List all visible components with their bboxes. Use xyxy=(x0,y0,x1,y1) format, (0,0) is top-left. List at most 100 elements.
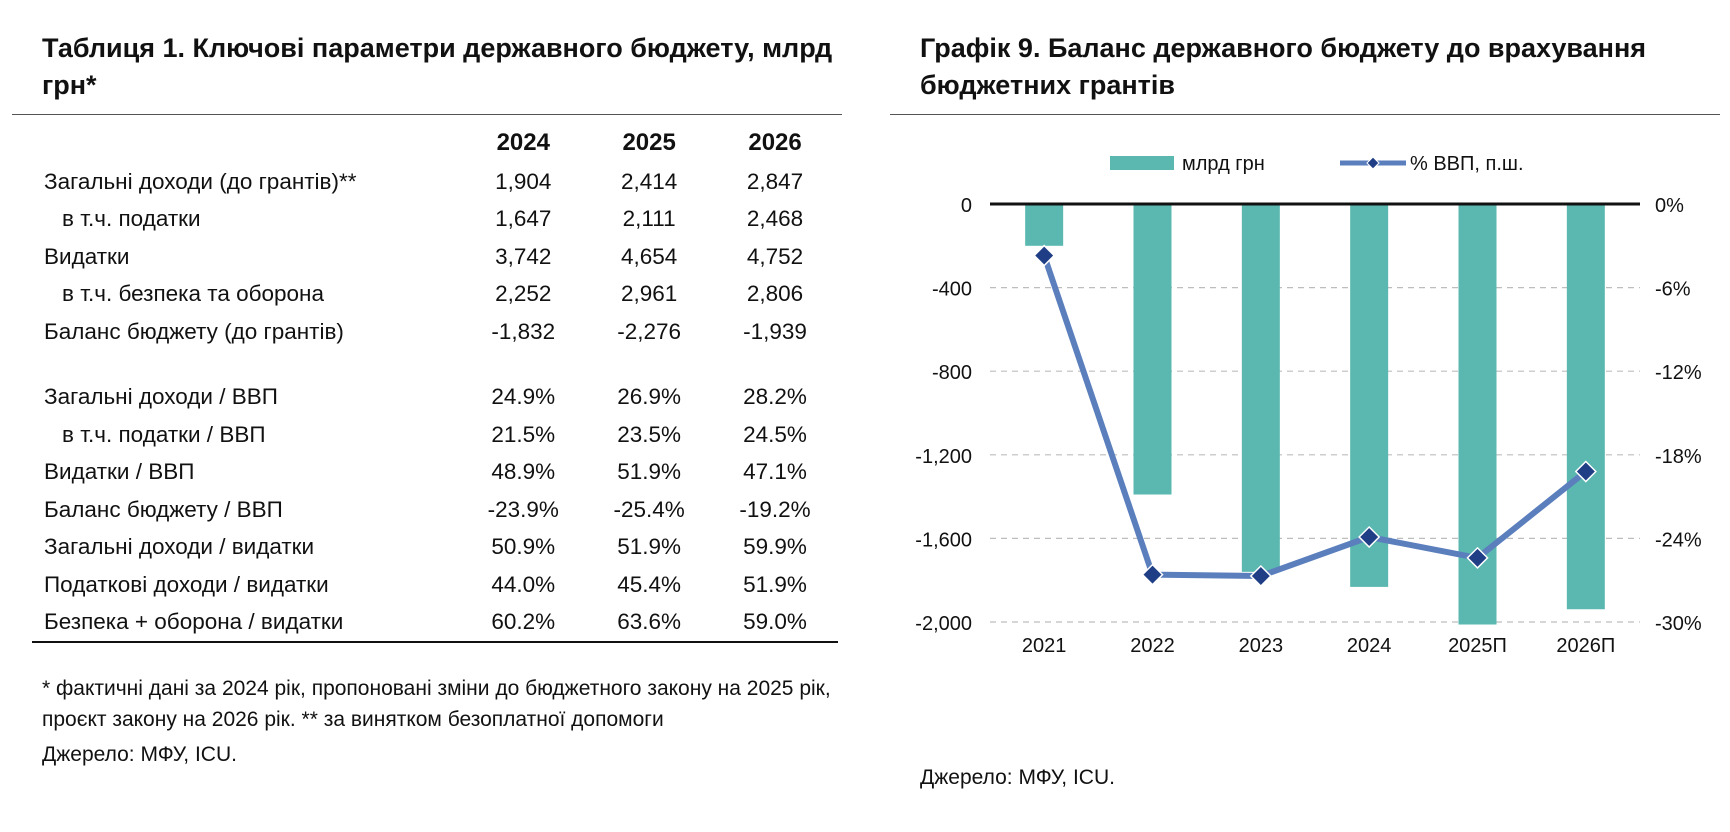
cell-value: 59.9% xyxy=(743,534,807,560)
left-axis-tick-label: -1,600 xyxy=(915,529,972,551)
cell-value: -1,939 xyxy=(743,318,807,344)
column-header: 2026 xyxy=(748,129,802,156)
cell-value: 2,847 xyxy=(746,168,804,194)
table-row: Баланс бюджету / ВВП -23.9% -25.4% -19.2… xyxy=(32,491,838,529)
cell-value: 2,111 xyxy=(622,206,676,232)
cell-value: 1,647 xyxy=(495,206,552,232)
cell-value: -25.4% xyxy=(613,496,685,522)
column-header: 2025 xyxy=(622,129,676,156)
table-row: в т.ч. податки 1,647 2,111 2,468 xyxy=(32,201,838,239)
row-label: Видатки xyxy=(44,243,130,269)
cell-value: 2,806 xyxy=(746,281,804,307)
cell-value: 28.2% xyxy=(743,384,807,410)
table-row: Безпека + оборона / видатки 60.2% 63.6% … xyxy=(32,603,838,643)
cell-value: 60.2% xyxy=(460,603,587,643)
left-axis-tick-label: -400 xyxy=(932,279,972,301)
budget-table-section: Таблиця 1. Ключові параметри державного … xyxy=(12,30,842,767)
table-header-row: 2024 2025 2026 xyxy=(32,125,838,163)
chart-title-divider xyxy=(890,114,1720,115)
cell-value: 51.9% xyxy=(617,534,682,560)
right-axis-tick-label: -6% xyxy=(1655,279,1691,301)
table-row: Податкові доходи / видатки 44.0% 45.4% 5… xyxy=(32,566,838,604)
line-marker xyxy=(1466,546,1489,569)
row-label: Безпека + оборона / видатки xyxy=(32,603,461,643)
table-title: Таблиця 1. Ключові параметри державного … xyxy=(42,33,833,100)
table-row: в т.ч. податки / ВВП 21.5% 23.5% 24.5% xyxy=(32,416,838,454)
bar xyxy=(1458,204,1497,625)
x-axis-tick-label: 2026П xyxy=(1556,635,1615,657)
line-marker xyxy=(1358,525,1381,549)
chart-source: Джерело: МФУ, ICU. xyxy=(920,766,1115,789)
x-axis-tick-label: 2023 xyxy=(1239,635,1284,657)
cell-value: 45.4% xyxy=(617,571,682,597)
table-row: Загальні доходи (до грантів)** 1,904 2,4… xyxy=(32,163,838,201)
cell-value: 24.9% xyxy=(491,384,556,410)
cell-value: 1,904 xyxy=(495,168,552,194)
bar xyxy=(1566,204,1605,610)
legend-bar-swatch xyxy=(1110,156,1174,170)
bar xyxy=(1025,204,1064,246)
right-axis-tick-label: -24% xyxy=(1655,529,1702,551)
cell-value: 26.9% xyxy=(617,384,682,410)
table-footnote: * фактичні дані за 2024 рік, пропоновані… xyxy=(42,677,831,731)
cell-value: 23.5% xyxy=(617,421,682,447)
budget-table: 2024 2025 2026 Загальні доходи (до грант… xyxy=(32,125,838,643)
row-label: Загальні доходи (до грантів)** xyxy=(44,168,357,194)
table-row: Загальні доходи / видатки 50.9% 51.9% 59… xyxy=(32,529,838,567)
cell-value: 51.9% xyxy=(743,571,807,597)
row-label: Загальні доходи / ВВП xyxy=(44,384,278,410)
chart-section: Графік 9. Баланс державного бюджету до в… xyxy=(890,30,1720,115)
x-axis-tick-label: 2022 xyxy=(1130,635,1175,657)
row-label: в т.ч. податки / ВВП xyxy=(62,421,266,447)
cell-value: 50.9% xyxy=(491,534,556,560)
row-label: Баланс бюджету (до грантів) xyxy=(44,318,344,344)
cell-value: 2,468 xyxy=(746,206,804,232)
table-row: Видатки 3,742 4,654 4,752 xyxy=(32,238,838,276)
legend-bar-label: млрд грн xyxy=(1182,153,1265,175)
column-header: 2024 xyxy=(496,129,550,156)
table-row: Загальні доходи / ВВП 24.9% 26.9% 28.2% xyxy=(32,379,838,417)
row-label: Податкові доходи / видатки xyxy=(44,571,329,597)
cell-value: 44.0% xyxy=(491,571,556,597)
cell-value: 47.1% xyxy=(743,459,807,485)
table-row: Видатки / ВВП 48.9% 51.9% 47.1% xyxy=(32,454,838,492)
row-label: Баланс бюджету / ВВП xyxy=(44,496,283,522)
x-axis-tick-label: 2024 xyxy=(1347,635,1392,657)
left-axis-tick-label: -800 xyxy=(932,362,972,384)
cell-value: 2,961 xyxy=(621,281,678,307)
cell-value: 2,414 xyxy=(621,168,678,194)
bar xyxy=(1241,204,1280,572)
cell-value: 4,654 xyxy=(621,243,678,269)
cell-value: 59.0% xyxy=(712,603,838,643)
cell-value: 21.5% xyxy=(491,421,556,447)
x-axis-tick-label: 2021 xyxy=(1022,635,1067,657)
gdp-share-line xyxy=(1041,254,1588,580)
right-axis-tick-label: -12% xyxy=(1655,362,1702,384)
row-label: в т.ч. безпека та оборона xyxy=(62,281,324,307)
cell-value: -1,832 xyxy=(491,318,556,344)
cell-value: 48.9% xyxy=(491,459,556,485)
bar xyxy=(1350,204,1389,587)
table-row: в т.ч. безпека та оборона 2,252 2,961 2,… xyxy=(32,276,838,314)
legend-line-label: % ВВП, п.ш. xyxy=(1410,153,1524,175)
cell-value: 63.6% xyxy=(586,603,713,643)
line-marker xyxy=(1249,564,1272,588)
right-axis-tick-label: 0% xyxy=(1655,195,1684,217)
cell-value: 24.5% xyxy=(743,421,807,447)
cell-value: 3,742 xyxy=(495,243,552,269)
left-axis-tick-label: -1,200 xyxy=(915,446,972,468)
line-marker xyxy=(1141,563,1164,586)
row-label: в т.ч. податки xyxy=(62,206,201,232)
table-row: Баланс бюджету (до грантів) -1,832 -2,27… xyxy=(32,313,838,351)
cell-value: -23.9% xyxy=(487,496,559,522)
left-axis-tick-label: 0 xyxy=(961,195,972,217)
cell-value: 2,252 xyxy=(495,281,552,307)
x-axis-tick-label: 2025П xyxy=(1448,635,1507,657)
line-marker xyxy=(1574,460,1597,483)
cell-value: -2,276 xyxy=(617,318,682,344)
table-spacer-row xyxy=(32,351,838,379)
right-axis-tick-label: -30% xyxy=(1655,613,1702,635)
line-marker xyxy=(1033,244,1056,267)
title-divider xyxy=(12,114,842,115)
legend-line-marker xyxy=(1366,156,1380,170)
